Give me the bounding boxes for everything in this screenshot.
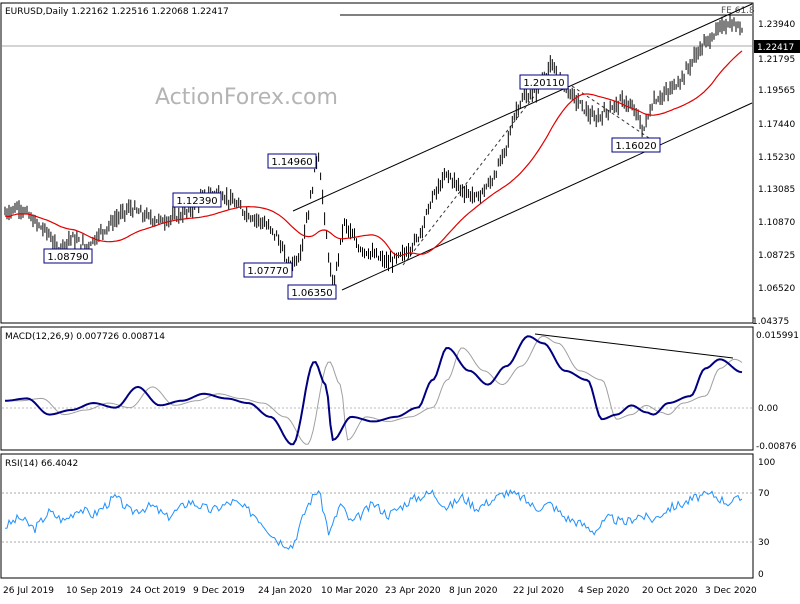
price-tick: 1.08725 <box>758 251 795 261</box>
svg-text:1.12390: 1.12390 <box>176 196 217 207</box>
macd-trend-line <box>534 333 734 359</box>
x-tick: 22 Jul 2020 <box>513 586 564 596</box>
x-tick: 26 Jul 2019 <box>3 586 54 596</box>
price-tick: 1.06520 <box>758 284 795 294</box>
macd-tick: 0.015991 <box>756 331 799 341</box>
x-tick: 10 Mar 2020 <box>321 586 378 596</box>
rsi-tick: 70 <box>758 489 770 499</box>
rsi-axis: 100 70 30 0 <box>758 458 775 580</box>
macd-signal-line <box>5 335 743 445</box>
x-tick: 4 Sep 2020 <box>578 586 630 596</box>
svg-text:1.14960: 1.14960 <box>271 157 312 168</box>
rsi-tick: 30 <box>758 538 770 548</box>
annotation-1-14960: 1.14960 <box>267 153 317 169</box>
x-tick: 24 Jan 2020 <box>258 586 312 596</box>
macd-axis: 0.015991 0.00 -0.00876 <box>756 331 799 452</box>
x-tick: 23 Apr 2020 <box>385 586 441 596</box>
price-tick: 1.10870 <box>758 218 795 228</box>
x-tick: 24 Oct 2019 <box>130 586 186 596</box>
annotation-1-16020: 1.16020 <box>611 137 661 153</box>
macd-panel-header: MACD(12,26,9) 0.007726 0.008714 <box>5 332 165 342</box>
svg-text:1.16020: 1.16020 <box>615 141 656 152</box>
x-tick: 9 Dec 2019 <box>193 586 245 596</box>
price-tick: 1.19565 <box>758 86 795 96</box>
svg-text:1.06350: 1.06350 <box>291 288 332 299</box>
macd-tick: -0.00876 <box>756 442 797 452</box>
macd-panel <box>0 326 754 451</box>
current-price-tag <box>754 40 800 53</box>
price-tick: 1.21795 <box>758 55 795 65</box>
svg-text:1.20110: 1.20110 <box>523 78 564 89</box>
price-tick: 1.15230 <box>758 153 795 163</box>
channel-upper-line <box>292 3 753 212</box>
rsi-panel <box>0 453 754 579</box>
price-panel-header: EURUSD,Daily 1.22162 1.22516 1.22068 1.2… <box>5 7 229 17</box>
x-tick: 20 Oct 2020 <box>642 586 698 596</box>
channel-lower-line <box>341 102 753 291</box>
macd-tick: 0.00 <box>758 404 778 414</box>
rsi-line <box>4 489 743 550</box>
x-tick: 10 Sep 2019 <box>66 586 123 596</box>
current-price-text: 1.22417 <box>757 43 794 53</box>
rsi-tick: 0 <box>758 570 764 580</box>
x-tick: 3 Dec 2020 <box>705 586 757 596</box>
price-tick: 1.17440 <box>758 120 795 130</box>
annotation-1-12390: 1.12390 <box>172 192 222 208</box>
x-tick: 8 Jun 2020 <box>449 586 498 596</box>
price-tick: 1.23940 <box>758 20 795 30</box>
svg-text:1.07770: 1.07770 <box>247 266 288 277</box>
moving-average-line <box>4 50 743 257</box>
x-axis: 26 Jul 2019 10 Sep 2019 24 Oct 2019 9 De… <box>3 586 757 596</box>
annotation-1-07770: 1.07770 <box>243 262 293 278</box>
annotation-1-06350: 1.06350 <box>287 284 337 300</box>
price-panel <box>0 2 754 324</box>
watermark: ActionForex.com <box>155 85 338 110</box>
fib-label: FE 61.8 <box>721 6 755 16</box>
svg-text:1.08790: 1.08790 <box>47 252 88 263</box>
price-axis: 1.23940 1.21795 1.19565 1.17440 1.15230 … <box>752 20 795 327</box>
annotation-1-08790: 1.08790 <box>43 248 93 264</box>
rsi-panel-header: RSI(14) 66.4042 <box>5 459 78 469</box>
rsi-tick: 100 <box>758 458 775 468</box>
macd-line <box>5 335 743 446</box>
dashed-pullback-line <box>571 85 653 141</box>
price-tick: 1.04375 <box>752 317 789 327</box>
annotation-1-20110: 1.20110 <box>519 74 569 90</box>
price-tick: 1.13085 <box>758 185 795 195</box>
